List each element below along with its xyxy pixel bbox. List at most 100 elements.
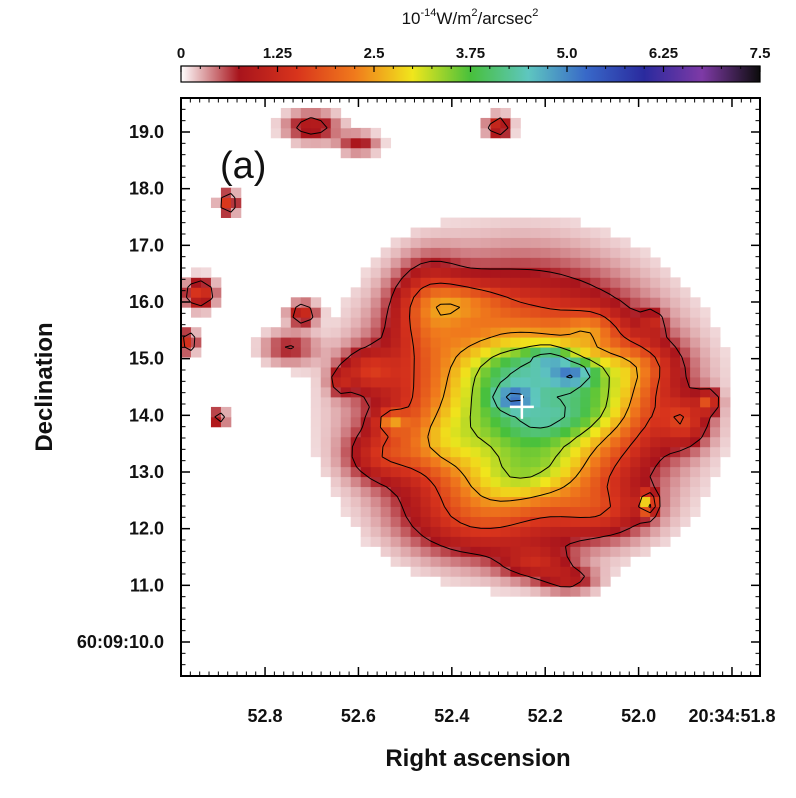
heatmap-cell [490, 546, 501, 557]
heatmap-cell [660, 456, 671, 468]
heatmap-cell [670, 506, 681, 517]
heatmap-cell [630, 426, 641, 438]
y-tick-label: 14.0 [129, 405, 164, 425]
heatmap-cell [370, 137, 382, 149]
heatmap-cell [510, 217, 521, 228]
heatmap-cell [480, 257, 491, 268]
heatmap-cell [680, 317, 691, 328]
heatmap-cell [410, 257, 421, 268]
heatmap-cell [490, 496, 501, 507]
heatmap-cell [480, 267, 491, 278]
heatmap-cell [450, 456, 461, 468]
heatmap-cell [560, 247, 571, 258]
heatmap-cell [440, 396, 451, 408]
heatmap-cell [480, 516, 491, 527]
heatmap-cell [470, 287, 481, 298]
heatmap-cell [570, 287, 581, 298]
heatmap-cell [340, 317, 352, 328]
heatmap-cell [600, 576, 611, 587]
heatmap-cell [450, 217, 461, 228]
heatmap-cell [700, 327, 711, 338]
heatmap-cell [490, 486, 501, 498]
heatmap-cell [390, 426, 402, 438]
heatmap-cell [540, 396, 551, 408]
heatmap-cell [710, 387, 721, 398]
heatmap-cell [520, 426, 531, 438]
heatmap-cell [720, 426, 731, 438]
heatmap-cell [540, 237, 551, 248]
heatmap-cell [490, 516, 501, 527]
heatmap-cell [610, 367, 621, 378]
heatmap-cell [490, 466, 501, 478]
heatmap-cell [400, 297, 411, 308]
heatmap-cell [700, 466, 711, 478]
heatmap-cell [340, 347, 352, 358]
heatmap-cell [520, 566, 531, 577]
y-tick-labels: 60:09:10.0 11.0 12.0 13.0 14.0 15.0 16.0 17.0 18… [77, 122, 164, 652]
heatmap-cell [430, 297, 441, 308]
axis-ticks [180, 97, 760, 677]
heatmap-cell [390, 476, 402, 488]
heatmap-cell [620, 476, 631, 488]
heatmap-cell [360, 476, 372, 488]
heatmap-cell [330, 357, 342, 368]
heatmap-cell [480, 297, 491, 308]
heatmap-cell [410, 387, 421, 398]
heatmap-cell [450, 287, 461, 298]
heatmap-cell [600, 297, 611, 308]
heatmap-cell [670, 436, 681, 448]
heatmap-cell [510, 257, 521, 268]
heatmap-cell [720, 357, 731, 368]
heatmap-cell [550, 446, 561, 458]
heatmap-cell [660, 466, 671, 478]
heatmap-cell [680, 377, 691, 388]
heatmap-cell [440, 217, 451, 228]
heatmap-cell [420, 307, 431, 318]
heatmap-cell [610, 456, 621, 468]
heatmap-cell [590, 307, 601, 318]
heatmap-cell [540, 436, 551, 448]
unit-prefix: 10 [402, 9, 421, 28]
heatmap-cell [410, 357, 421, 368]
heatmap-cell [600, 546, 611, 557]
heatmap-cell [310, 297, 322, 308]
heatmap-cell [410, 516, 421, 527]
heatmap-cell [370, 526, 382, 537]
heatmap-cell [540, 227, 551, 238]
heatmap-cell [570, 396, 581, 408]
heatmap-cell [560, 307, 571, 318]
heatmap-cell [560, 496, 571, 507]
heatmap-cell [580, 267, 591, 278]
heatmap-cell [660, 347, 671, 358]
heatmap-cell [430, 496, 441, 507]
heatmap-cell [460, 387, 471, 398]
heatmap-cell [390, 556, 402, 567]
heatmap-cell [410, 327, 421, 338]
heatmap-cell [370, 367, 382, 378]
heatmap-cell [510, 466, 521, 478]
heatmap-cell [430, 416, 441, 428]
heatmap-cell [450, 237, 461, 248]
heatmap-cell [580, 466, 591, 478]
heatmap-cell [380, 337, 392, 348]
heatmap-cell [650, 347, 661, 358]
heatmap-cell [300, 137, 312, 149]
heatmap-cell [450, 406, 461, 418]
heatmap-cell [680, 436, 691, 448]
heatmap-cell [640, 367, 651, 378]
heatmap-cell [410, 466, 421, 478]
heatmap-cell [310, 416, 322, 428]
heatmap-cell [530, 327, 541, 338]
heatmap-cell [560, 536, 571, 547]
heatmap-cell [610, 406, 621, 418]
heatmap-cell [400, 406, 411, 418]
heatmap-cell [650, 406, 661, 418]
heatmap-cell [690, 496, 701, 507]
heatmap-cell [430, 227, 441, 238]
heatmap-cell [570, 416, 581, 428]
heatmap-cell [690, 307, 701, 318]
heatmap-cell [610, 466, 621, 478]
heatmap-cell [650, 327, 661, 338]
heatmap-cell [700, 396, 711, 408]
heatmap-cell [330, 367, 342, 378]
